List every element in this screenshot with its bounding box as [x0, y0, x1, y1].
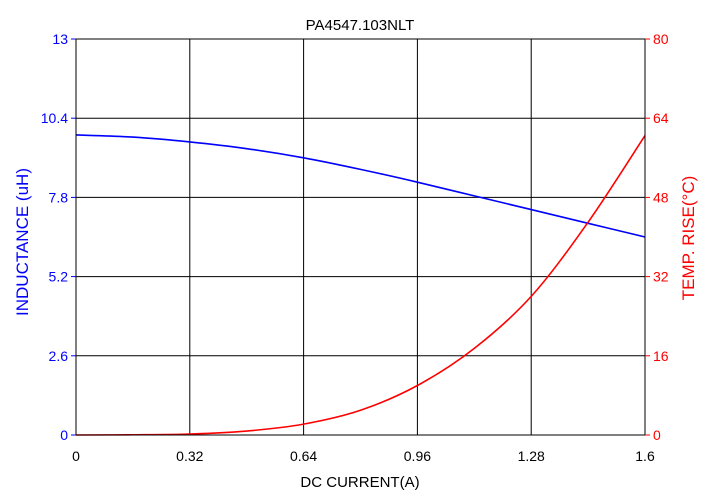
y-right-tick-label: 48	[653, 189, 669, 205]
y-left-tick-label: 7.8	[49, 189, 69, 205]
y-right-tick-label: 64	[653, 110, 669, 126]
y-left-tick-label: 5.2	[49, 269, 69, 285]
grid-layer	[76, 39, 645, 435]
x-tick-label: 0	[72, 448, 80, 464]
inductance-line	[75, 134, 646, 238]
y-left-tick-label: 0	[60, 427, 68, 443]
y-left-tick-label: 10.4	[41, 110, 68, 126]
y-right-tick-label: 32	[653, 269, 669, 285]
tick-layer: 0 0.32 0.64 0.96 1.28 1.60 02.6 165.2 327.8 4810.…	[41, 31, 669, 464]
y-axis-label-right: TEMP. RISE(°C)	[679, 176, 698, 301]
x-tick-label: 0.32	[176, 448, 203, 464]
y-right-tick-label: 0	[653, 427, 661, 443]
x-tick-label: 0.96	[404, 448, 431, 464]
series-layer	[75, 134, 646, 436]
x-tick-label: 0.64	[290, 448, 317, 464]
x-tick-label: 1.28	[518, 448, 545, 464]
y-left-tick-label: 13	[52, 31, 68, 47]
y-left-tick-label: 2.6	[49, 348, 69, 364]
temp-rise-line	[75, 135, 646, 436]
x-tick-label: 1.6	[635, 448, 655, 464]
y-right-tick-label: 16	[653, 348, 669, 364]
y-axis-label-left: INDUCTANCE (uH)	[13, 168, 32, 316]
x-axis-label: DC CURRENT(A)	[300, 474, 419, 491]
plot-frame	[75, 38, 646, 436]
y-right-tick-label: 80	[653, 31, 669, 47]
chart-title: PA4547.103NLT	[306, 17, 415, 34]
